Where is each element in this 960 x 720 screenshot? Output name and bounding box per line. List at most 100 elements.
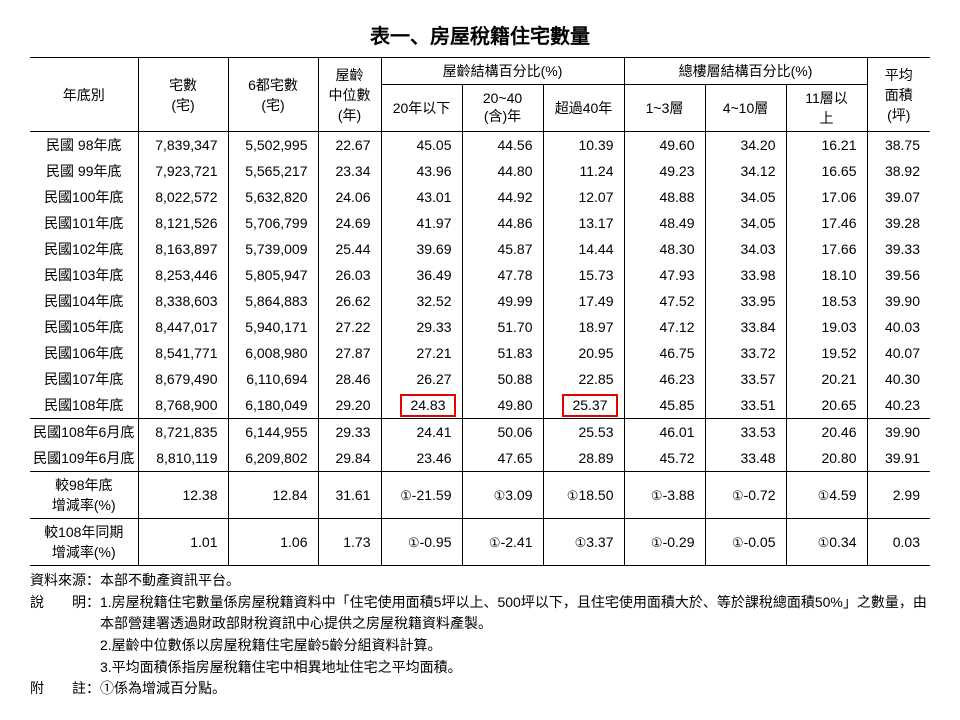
cell: 民國100年底 [30, 184, 138, 210]
footnotes: 資料來源： 本部不動產資訊平台。 說 明： 1.房屋稅籍住宅數量係房屋稅籍資料中… [30, 570, 930, 700]
th-area: 平均面積(坪) [867, 58, 930, 132]
cell: 41.97 [381, 210, 462, 236]
cell: 33.48 [705, 445, 786, 472]
cell: 47.12 [624, 314, 705, 340]
cell: 1.73 [318, 519, 381, 566]
cell: 20.46 [786, 419, 867, 446]
cell: 6,110,694 [228, 366, 318, 392]
cell: 12.84 [228, 472, 318, 519]
cell: 46.23 [624, 366, 705, 392]
cell: 25.37 [543, 392, 624, 419]
cell: 33.72 [705, 340, 786, 366]
cell: 16.65 [786, 158, 867, 184]
cell: 49.99 [462, 288, 543, 314]
desc-1: 1.房屋稅籍住宅數量係房屋稅籍資料中「住宅使用面積5坪以上、500坪以下，且住宅… [100, 592, 930, 635]
cell: 39.69 [381, 236, 462, 262]
cell: 20.65 [786, 392, 867, 419]
table-row: 較98年底增減率(%)12.3812.8431.61①-21.59①3.09①1… [30, 472, 930, 519]
cell: 23.46 [381, 445, 462, 472]
cell: 17.66 [786, 236, 867, 262]
cell: 28.89 [543, 445, 624, 472]
cell: 民國107年底 [30, 366, 138, 392]
cell: 39.90 [867, 419, 930, 446]
cell: 39.33 [867, 236, 930, 262]
cell: 19.52 [786, 340, 867, 366]
cell: 33.84 [705, 314, 786, 340]
th-age1: 20年以下 [381, 85, 462, 132]
cell: 24.41 [381, 419, 462, 446]
cell: 民國103年底 [30, 262, 138, 288]
cell: 民國104年底 [30, 288, 138, 314]
cell: 24.06 [318, 184, 381, 210]
cell: 6,008,980 [228, 340, 318, 366]
table-row: 民國109年6月底8,810,1196,209,80229.8423.4647.… [30, 445, 930, 472]
cell: 31.61 [318, 472, 381, 519]
source-label: 資料來源： [30, 570, 100, 592]
cell: 27.21 [381, 340, 462, 366]
th-six-cities: 6都宅數(宅) [228, 58, 318, 132]
cell: 14.44 [543, 236, 624, 262]
cell: 8,447,017 [138, 314, 228, 340]
cell: 18.10 [786, 262, 867, 288]
cell: 43.01 [381, 184, 462, 210]
cell: 51.70 [462, 314, 543, 340]
cell: 17.06 [786, 184, 867, 210]
desc-2: 2.屋齡中位數係以房屋稅籍住宅屋齡5齡分組資料計算。 [100, 635, 930, 657]
cell: 26.03 [318, 262, 381, 288]
cell: 29.20 [318, 392, 381, 419]
cell: 49.80 [462, 392, 543, 419]
cell: 47.78 [462, 262, 543, 288]
cell: 44.92 [462, 184, 543, 210]
cell: 49.23 [624, 158, 705, 184]
cell: 26.27 [381, 366, 462, 392]
cell: 民國 99年底 [30, 158, 138, 184]
cell: 10.39 [543, 132, 624, 159]
cell: 27.87 [318, 340, 381, 366]
cell: 5,632,820 [228, 184, 318, 210]
th-floor3: 11層以上 [786, 85, 867, 132]
cell: 29.84 [318, 445, 381, 472]
cell: 民國106年底 [30, 340, 138, 366]
cell: 民國102年底 [30, 236, 138, 262]
cell: 5,706,799 [228, 210, 318, 236]
cell: 20.21 [786, 366, 867, 392]
cell: 17.46 [786, 210, 867, 236]
cell: 39.90 [867, 288, 930, 314]
cell: ①-0.05 [705, 519, 786, 566]
cell: 1.06 [228, 519, 318, 566]
cell: 33.57 [705, 366, 786, 392]
table-row: 民國 98年底7,839,3475,502,99522.6745.0544.56… [30, 132, 930, 159]
cell: 40.03 [867, 314, 930, 340]
cell: 11.24 [543, 158, 624, 184]
cell: ①0.34 [786, 519, 867, 566]
cell: 26.62 [318, 288, 381, 314]
cell: 1.01 [138, 519, 228, 566]
cell: 25.44 [318, 236, 381, 262]
cell: 51.83 [462, 340, 543, 366]
cell: 48.49 [624, 210, 705, 236]
th-median-age: 屋齡中位數(年) [318, 58, 381, 132]
table-row: 民國106年底8,541,7716,008,98027.8727.2151.83… [30, 340, 930, 366]
table-row: 民國103年底8,253,4465,805,94726.0336.4947.78… [30, 262, 930, 288]
cell: 民國108年底 [30, 392, 138, 419]
cell: 49.60 [624, 132, 705, 159]
cell: 44.80 [462, 158, 543, 184]
cell: 22.85 [543, 366, 624, 392]
th-age3: 超過40年 [543, 85, 624, 132]
cell: 25.53 [543, 419, 624, 446]
cell: 8,121,526 [138, 210, 228, 236]
cell: 0.03 [867, 519, 930, 566]
cell: 50.06 [462, 419, 543, 446]
cell: 民國109年6月底 [30, 445, 138, 472]
cell: 39.56 [867, 262, 930, 288]
cell: 17.49 [543, 288, 624, 314]
th-age-group: 屋齡結構百分比(%) [381, 58, 624, 85]
note-label: 附 註： [30, 678, 100, 700]
table-row: 民國101年底8,121,5265,706,79924.6941.9744.86… [30, 210, 930, 236]
cell: 7,839,347 [138, 132, 228, 159]
cell: 較108年同期增減率(%) [30, 519, 138, 566]
cell: 47.52 [624, 288, 705, 314]
cell: 22.67 [318, 132, 381, 159]
cell: 39.28 [867, 210, 930, 236]
cell: 12.38 [138, 472, 228, 519]
